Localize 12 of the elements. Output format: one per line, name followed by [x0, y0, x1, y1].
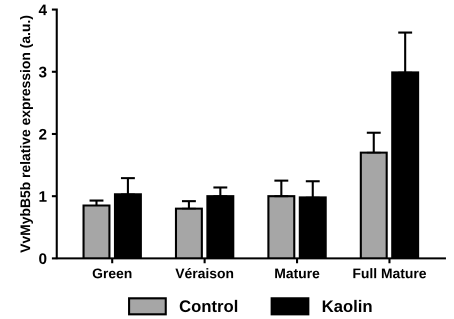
y-tick-label: 4: [38, 4, 47, 16]
y-tick-label: 1: [39, 191, 47, 202]
x-tick-label: Green: [92, 268, 132, 278]
x-tick-label: Full Mature: [353, 268, 426, 278]
y-tick-label: 2: [39, 128, 46, 140]
x-tick-label: Mature: [275, 268, 320, 278]
legend-label: Kaolin: [322, 300, 372, 312]
y-axis-title: VvMybB5b relative expression (a.u.): [20, 16, 33, 253]
y-tick-label: 0: [39, 253, 46, 264]
y-tick-label: 3: [38, 66, 46, 78]
legend-label: Control: [180, 300, 238, 312]
x-tick-label: Véraison: [175, 268, 234, 278]
